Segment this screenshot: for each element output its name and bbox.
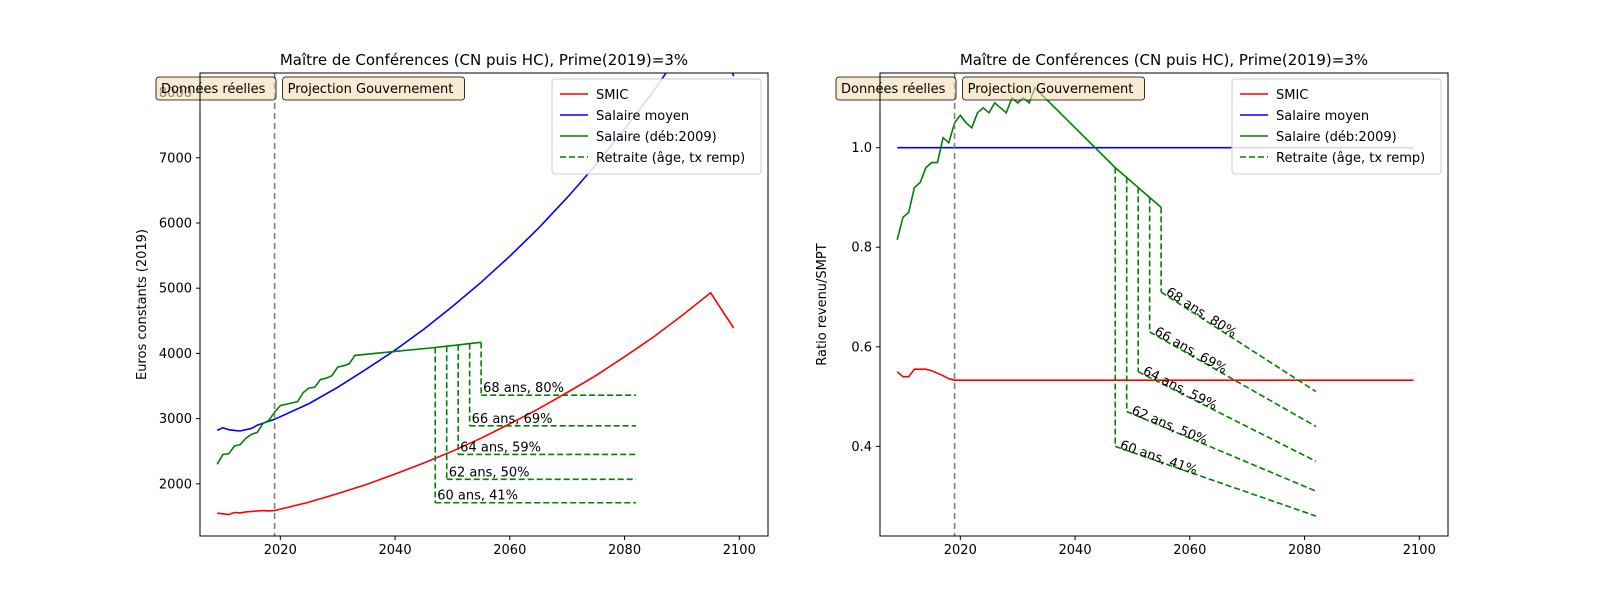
chart-panel-2: Maître de Conférences (CN puis HC), Prim…: [815, 51, 1449, 558]
retirement-label: 66 ans, 69%: [472, 412, 553, 427]
x-tick-label: 2080: [1288, 543, 1321, 558]
x-tick-label: 2100: [723, 543, 756, 558]
x-tick-label: 2040: [379, 543, 412, 558]
x-tick-label: 2060: [1173, 543, 1206, 558]
series-line-smic: [217, 291, 735, 516]
y-tick-label: 4000: [159, 347, 192, 362]
retirement-label: 62 ans, 50%: [1129, 403, 1209, 448]
retirement-pension-line: [1137, 370, 1317, 463]
y-axis-label: Euros constants (2019): [135, 229, 150, 380]
retirement-label: 60 ans, 41%: [437, 489, 518, 504]
legend-label: Salaire moyen: [1276, 109, 1369, 124]
box-projection: [282, 76, 465, 101]
retirement-label: 60 ans, 41%: [1118, 438, 1199, 479]
axes-frame: [879, 72, 1449, 537]
retirement-pension-line: [1160, 291, 1317, 393]
retirement-label: 64 ans, 59%: [1140, 364, 1219, 414]
chart-panel-1: Maître de Conférences (CN puis HC), Prim…: [135, 51, 769, 558]
y-tick-label: 0.4: [851, 440, 872, 455]
y-tick-label: 3000: [159, 412, 192, 427]
x-tick-label: 2020: [264, 543, 297, 558]
chart-title: Maître de Conférences (CN puis HC), Prim…: [280, 51, 688, 69]
y-tick-label: 7000: [159, 151, 192, 166]
legend-label: Salaire moyen: [596, 109, 689, 124]
legend-frame: [551, 78, 762, 175]
y-tick-label: 0.8: [851, 241, 872, 256]
y-tick-label: 6000: [159, 216, 192, 231]
series-line-salaire-d-b: [216, 341, 482, 465]
legend-frame: [1231, 78, 1442, 175]
series-line-smic: [896, 368, 1414, 382]
retirement-pension-line: [1126, 410, 1317, 492]
x-tick-label: 2020: [944, 543, 977, 558]
axes-frame: [199, 72, 769, 537]
box-donnees-reelles: [155, 76, 277, 101]
x-tick-label: 2080: [608, 543, 641, 558]
y-tick-label: 5000: [159, 282, 192, 297]
retirement-label: 68 ans, 80%: [483, 381, 564, 396]
x-tick-label: 2060: [493, 543, 526, 558]
y-tick-label: 0.6: [851, 340, 872, 355]
legend-label: Salaire (déb:2009): [1276, 130, 1397, 145]
y-tick-label: 2000: [159, 477, 192, 492]
box-donnees-reelles: [835, 76, 957, 101]
y-axis-label: Ratio revenu/SMPT: [815, 243, 830, 365]
series-line-salaire-moyen: [216, 73, 735, 432]
box-projection-label: Projection Gouvernement: [288, 82, 454, 97]
retirement-label: 64 ans, 59%: [460, 440, 541, 455]
legend-label: Salaire (déb:2009): [596, 130, 717, 145]
legend: SMIC Salaire moyen Salaire (déb:2009) Retra…: [1231, 78, 1442, 175]
retirement-label: 62 ans, 50%: [449, 465, 530, 480]
legend-label: Retraite (âge, tx remp): [596, 151, 745, 166]
series-line-salaire-d-b: [896, 86, 1162, 240]
legend-label: SMIC: [1276, 88, 1308, 103]
retirement-pension-line: [1149, 331, 1317, 428]
legend-label: Retraite (âge, tx remp): [1276, 151, 1425, 166]
legend: SMIC Salaire moyen Salaire (déb:2009) Retra…: [551, 78, 762, 175]
y-tick-label: 1.0: [851, 141, 872, 156]
chart-title: Maître de Conférences (CN puis HC), Prim…: [960, 51, 1368, 69]
x-tick-label: 2100: [1403, 543, 1436, 558]
legend-label: SMIC: [596, 88, 628, 103]
box-donnees-reelles-label: Données réelles: [161, 82, 266, 97]
box-projection-label: Projection Gouvernement: [968, 82, 1134, 97]
box-projection: [962, 76, 1145, 101]
x-tick-label: 2040: [1059, 543, 1092, 558]
box-donnees-reelles-label: Données réelles: [841, 82, 946, 97]
